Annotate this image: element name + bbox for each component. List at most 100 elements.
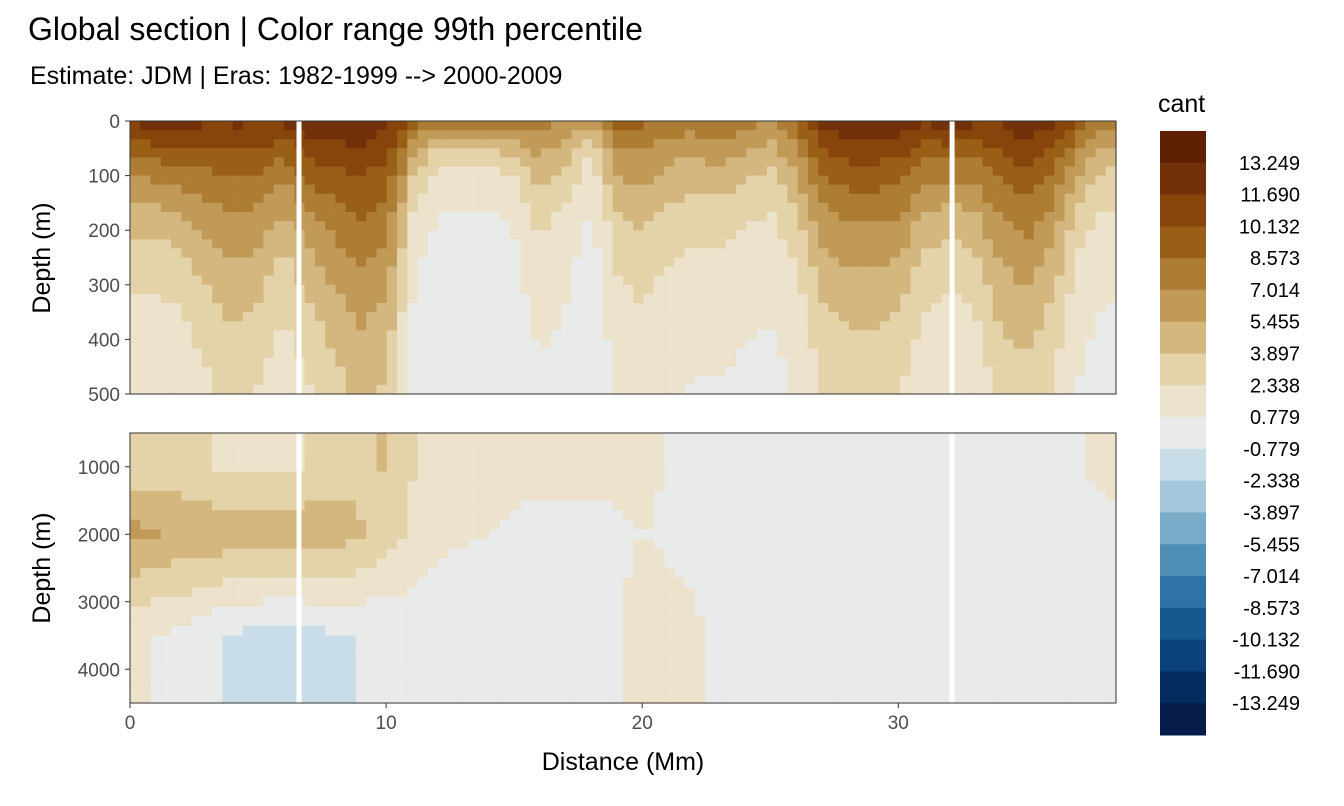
heatmap-cell — [561, 693, 573, 704]
heatmap-cell — [253, 481, 265, 492]
heatmap-cell — [355, 596, 367, 608]
heatmap-cell — [664, 348, 675, 359]
heatmap-cell — [571, 321, 583, 331]
heatmap-cell — [859, 577, 871, 588]
heatmap-cell — [1044, 184, 1055, 195]
heatmap-cell — [961, 130, 973, 140]
heatmap-cell — [1095, 266, 1107, 277]
heatmap-cell — [1064, 248, 1076, 259]
heatmap-cell — [253, 442, 265, 453]
heatmap-cell — [304, 166, 316, 177]
heatmap-cell — [181, 239, 193, 249]
heatmap-cell — [838, 257, 850, 268]
heatmap-cell — [715, 664, 727, 675]
heatmap-cell — [181, 674, 193, 685]
heatmap-cell — [612, 293, 624, 304]
heatmap-cell — [838, 490, 850, 502]
heatmap-cell — [407, 539, 419, 550]
heatmap-cell — [581, 166, 593, 177]
heatmap-cell — [366, 248, 378, 259]
heatmap-cell — [859, 266, 871, 277]
heatmap-cell — [571, 577, 583, 588]
heatmap-cell — [1013, 339, 1025, 350]
heatmap-cell — [140, 645, 152, 656]
heatmap-cell — [684, 221, 696, 231]
heatmap-cell — [479, 375, 491, 386]
heatmap-cell — [900, 157, 912, 168]
heatmap-cell — [212, 384, 224, 395]
heatmap-cell — [694, 293, 706, 304]
heatmap-cell — [314, 357, 326, 368]
heatmap-cell — [201, 130, 213, 140]
heatmap-cell — [746, 312, 758, 322]
heatmap-cell — [417, 510, 429, 521]
heatmap-cell — [499, 312, 511, 322]
heatmap-cell — [407, 664, 419, 675]
heatmap-cell — [879, 625, 891, 637]
heatmap-cell — [438, 452, 449, 463]
heatmap-cell — [869, 184, 881, 195]
heatmap-cell — [602, 293, 614, 304]
heatmap-cell — [571, 568, 583, 579]
heatmap-cell — [1064, 239, 1076, 249]
heatmap-cell — [427, 471, 439, 482]
heatmap-cell — [530, 481, 542, 492]
heatmap-cell — [715, 293, 727, 304]
heatmap-cell — [725, 321, 737, 331]
heatmap-cell — [212, 330, 224, 340]
heatmap-cell — [345, 693, 357, 704]
heatmap-cell — [674, 184, 686, 195]
heatmap-cell — [581, 674, 593, 685]
heatmap-cell — [253, 433, 265, 444]
heatmap-cell — [407, 202, 419, 213]
heatmap-cell — [242, 121, 254, 131]
heatmap-cell — [160, 645, 172, 656]
heatmap-cell — [838, 266, 850, 277]
heatmap-cell — [992, 293, 1004, 304]
heatmap-cell — [1013, 193, 1025, 204]
heatmap-cell — [150, 461, 162, 473]
heatmap-cell — [273, 442, 285, 453]
heatmap-cell — [222, 693, 234, 704]
heatmap-cell — [1054, 275, 1066, 286]
heatmap-cell — [941, 293, 953, 304]
heatmap-cell — [242, 239, 254, 249]
heatmap-cell — [561, 202, 573, 213]
heatmap-cell — [828, 548, 840, 559]
heatmap-cell — [900, 266, 912, 277]
heatmap-cell — [664, 303, 675, 313]
heatmap-cell — [530, 221, 542, 231]
heatmap-cell — [684, 683, 696, 694]
heatmap-cell — [366, 481, 378, 492]
heatmap-cell — [201, 366, 213, 377]
heatmap-cell — [458, 625, 470, 637]
heatmap-cell — [171, 202, 182, 213]
heatmap-cell — [130, 130, 141, 140]
heatmap-cell — [468, 230, 480, 240]
heatmap-cell — [705, 500, 717, 511]
heatmap-cell — [150, 221, 162, 231]
heatmap-cell — [263, 616, 275, 627]
heatmap-cell — [797, 366, 809, 377]
heatmap-cell — [191, 293, 203, 304]
heatmap-cell — [920, 230, 932, 240]
heatmap-cell — [448, 452, 460, 463]
heatmap-cell — [725, 616, 737, 627]
heatmap-cell — [479, 212, 491, 222]
heatmap-cell — [253, 139, 265, 149]
heatmap-cell — [581, 461, 593, 473]
heatmap-cell — [633, 577, 645, 588]
heatmap-cell — [653, 257, 665, 268]
heatmap-cell — [479, 357, 491, 368]
heatmap-cell — [910, 257, 922, 268]
heatmap-cell — [612, 490, 624, 502]
heatmap-cell — [653, 230, 665, 240]
heatmap-cell — [1095, 284, 1107, 295]
heatmap-cell — [787, 625, 799, 637]
heatmap-cell — [674, 384, 686, 395]
heatmap-cell — [890, 587, 901, 598]
heatmap-cell — [540, 266, 552, 277]
heatmap-cell — [1105, 339, 1117, 350]
heatmap-cell — [386, 239, 398, 249]
heatmap-cell — [592, 248, 604, 259]
